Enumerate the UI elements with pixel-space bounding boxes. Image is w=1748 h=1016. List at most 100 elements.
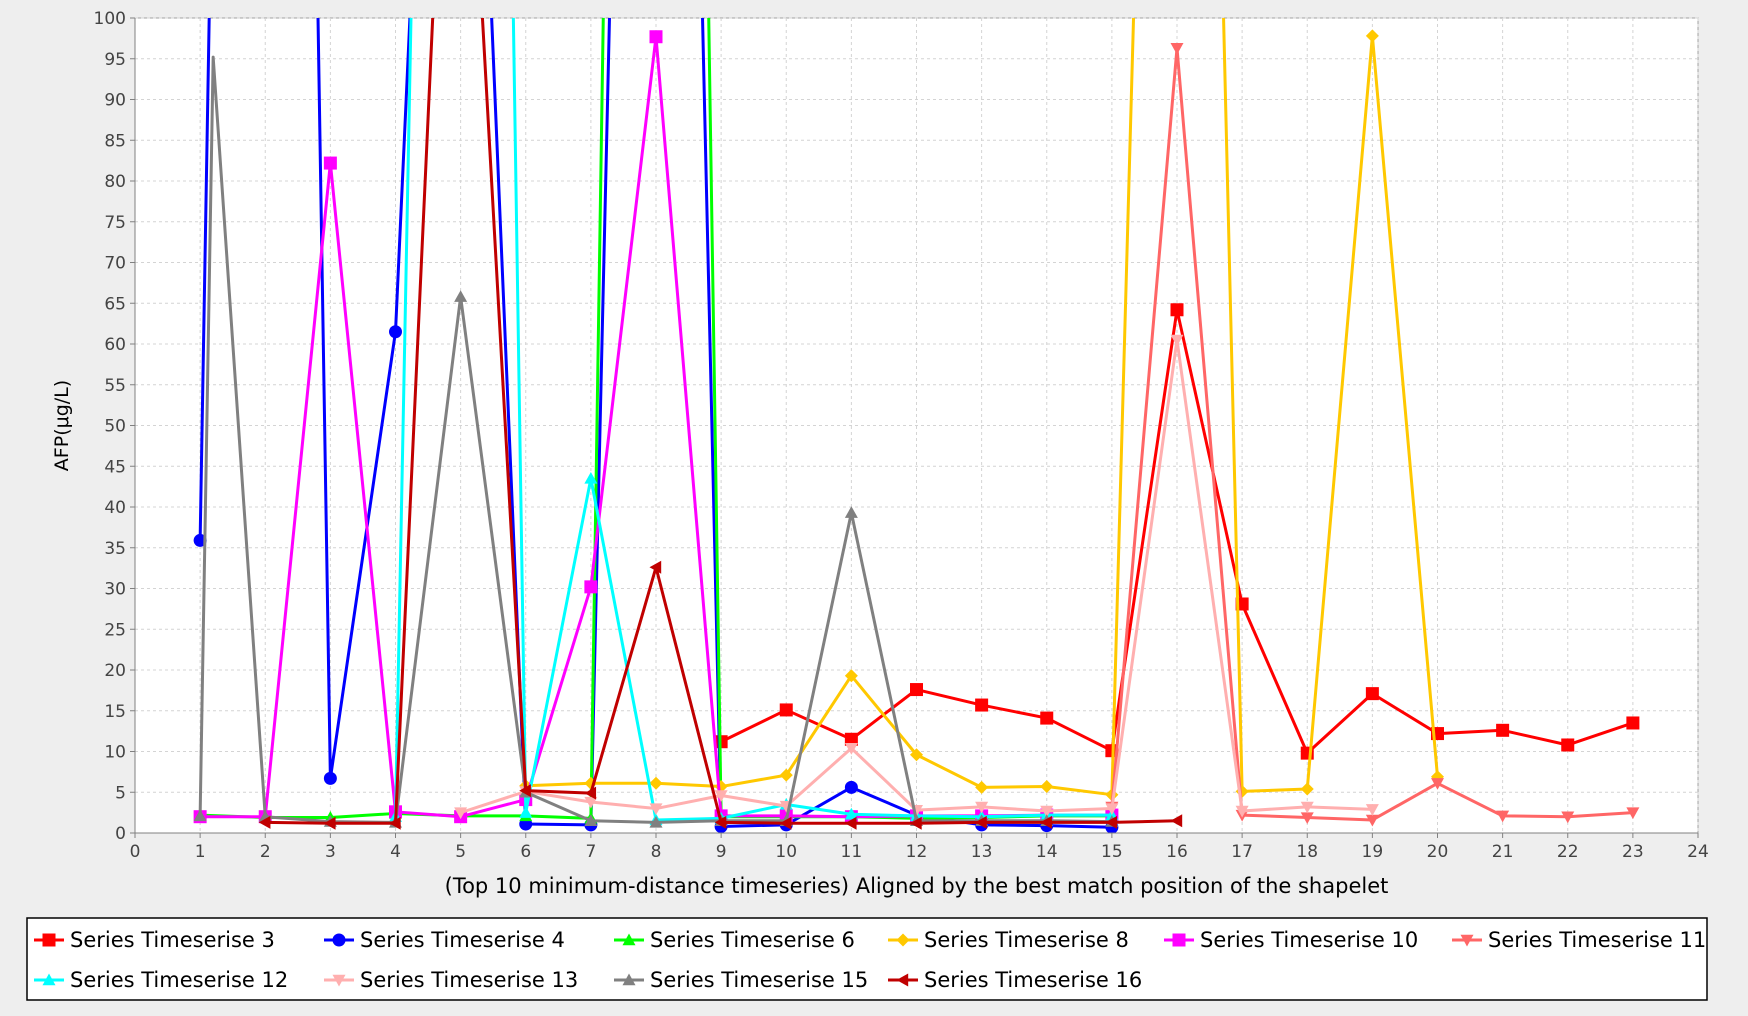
data-point — [1040, 815, 1052, 829]
legend-item: Series Timeserise 16 — [888, 968, 1142, 992]
data-point — [1170, 334, 1184, 347]
y-tick-label: 80 — [104, 172, 126, 192]
x-tick-label: 7 — [585, 842, 596, 862]
data-point — [193, 809, 207, 822]
legend-swatch-marker — [896, 933, 910, 947]
x-tick-label: 10 — [775, 842, 797, 862]
x-tick-label: 22 — [1557, 842, 1579, 862]
x-tick-label: 11 — [841, 842, 863, 862]
data-point — [1365, 687, 1379, 701]
y-tick-label: 35 — [104, 539, 126, 559]
data-point — [844, 732, 858, 746]
series-6 — [1105, 42, 1640, 827]
data-point — [844, 807, 858, 820]
y-tick-label: 45 — [104, 457, 126, 477]
data-point — [1626, 807, 1640, 820]
legend-label: Series Timeserise 4 — [360, 928, 565, 952]
y-tick-label: 75 — [104, 213, 126, 233]
data-point — [1300, 801, 1314, 814]
x-tick-label: 19 — [1362, 842, 1384, 862]
y-tick-label: 65 — [104, 294, 126, 314]
data-point — [584, 814, 598, 826]
x-tick-label: 13 — [971, 842, 993, 862]
legend-item: Series Timeserise 3 — [34, 928, 275, 952]
x-tick-label: 5 — [455, 842, 466, 862]
data-point — [975, 815, 987, 829]
legend-label: Series Timeserise 16 — [924, 968, 1142, 992]
x-tick-label: 18 — [1296, 842, 1318, 862]
legend-swatch-marker — [622, 973, 636, 986]
data-point — [258, 815, 271, 829]
data-point — [1300, 782, 1314, 796]
y-tick-label: 40 — [104, 498, 126, 518]
series-line — [265, 18, 1178, 825]
legend-label: Series Timeserise 15 — [650, 968, 868, 992]
x-tick-label: 1 — [195, 842, 206, 862]
data-point — [1561, 738, 1575, 752]
y-tick-label: 70 — [104, 254, 126, 274]
data-point — [1170, 42, 1184, 55]
x-tick-label: 23 — [1622, 842, 1644, 862]
series-8 — [454, 334, 1379, 820]
data-point — [975, 801, 989, 814]
x-tick-label: 24 — [1687, 842, 1709, 862]
legend-item: Series Timeserise 8 — [888, 928, 1129, 952]
legend-swatch-marker — [42, 973, 56, 986]
x-tick-label: 6 — [520, 842, 531, 862]
y-tick-label: 100 — [94, 9, 126, 29]
legend-item: Series Timeserise 4 — [324, 928, 565, 952]
series-10 — [258, 18, 1183, 830]
legend-swatch-marker — [896, 973, 909, 987]
x-tick-label: 9 — [716, 842, 727, 862]
data-point — [975, 698, 989, 712]
data-point — [975, 780, 989, 794]
data-point — [910, 748, 923, 762]
legend-item: Series Timeserise 12 — [34, 968, 288, 992]
data-point — [519, 806, 533, 818]
legend-label: Series Timeserise 8 — [924, 928, 1129, 952]
data-point — [779, 816, 792, 830]
legend-item: Series Timeserise 6 — [614, 928, 855, 952]
series-line — [525, 18, 1439, 797]
data-point — [714, 790, 728, 803]
data-point — [649, 30, 663, 44]
x-tick-label: 16 — [1166, 842, 1188, 862]
x-tick-label: 15 — [1101, 842, 1123, 862]
y-tick-label: 25 — [104, 620, 126, 640]
y-tick-label: 85 — [104, 131, 126, 151]
data-point — [1040, 711, 1054, 725]
data-point — [1496, 810, 1510, 823]
x-tick-label: 17 — [1231, 842, 1253, 862]
data-point — [1105, 815, 1118, 829]
data-point — [649, 803, 663, 816]
x-tick-label: 21 — [1492, 842, 1514, 862]
y-tick-label: 0 — [115, 824, 126, 844]
y-tick-label: 30 — [104, 580, 126, 600]
y-tick-label: 5 — [115, 783, 126, 803]
data-point — [844, 743, 858, 755]
x-tick-label: 12 — [906, 842, 928, 862]
data-point — [1170, 814, 1183, 828]
data-point — [323, 816, 336, 830]
series-line — [198, 55, 1112, 824]
y-tick-label: 10 — [104, 743, 126, 763]
y-axis-label: AFP(μg/L) — [51, 380, 73, 471]
data-point — [1105, 803, 1119, 816]
y-tick-label: 90 — [104, 91, 126, 111]
x-axis-label: (Top 10 minimum-distance timeseries) Ali… — [445, 874, 1389, 898]
legend-item: Series Timeserise 15 — [614, 968, 868, 992]
grid — [134, 17, 1699, 834]
data-point — [584, 471, 598, 484]
x-tick-label: 3 — [325, 842, 336, 862]
legend-swatch-marker — [42, 933, 56, 947]
legend-swatch-marker — [332, 933, 346, 947]
data-point — [910, 816, 922, 830]
x-tick-label: 20 — [1427, 842, 1449, 862]
legend-label: Series Timeserise 10 — [1200, 928, 1418, 952]
data-point — [649, 776, 663, 790]
data-point — [1365, 29, 1379, 43]
data-point — [1040, 805, 1054, 818]
legend-label: Series Timeserise 12 — [70, 968, 288, 992]
data-point — [454, 290, 468, 302]
